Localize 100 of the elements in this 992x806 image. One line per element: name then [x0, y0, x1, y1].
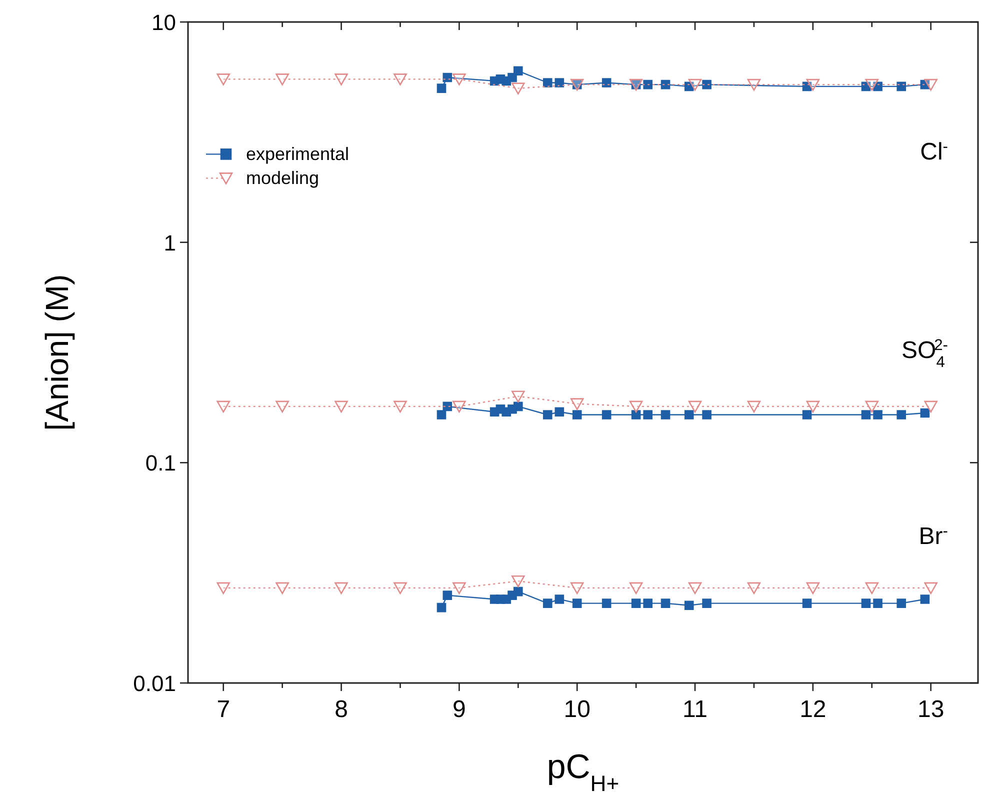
point — [554, 78, 564, 88]
point — [660, 410, 670, 420]
point — [802, 598, 812, 608]
point — [542, 598, 552, 608]
legend-label: experimental — [246, 144, 350, 164]
y-axis-title: [Anion] (M) — [39, 274, 75, 431]
point — [896, 410, 906, 420]
point — [865, 400, 879, 413]
point — [442, 590, 452, 600]
point — [865, 582, 879, 594]
point — [394, 582, 407, 594]
point — [554, 407, 564, 417]
point — [508, 72, 517, 82]
point — [873, 598, 882, 608]
point — [688, 400, 702, 413]
point — [514, 402, 523, 412]
point — [631, 598, 641, 608]
point — [570, 582, 584, 594]
point — [436, 602, 446, 612]
point — [452, 74, 466, 86]
annotation: Cl$^{-}$ — [920, 138, 948, 166]
point — [276, 582, 289, 594]
point — [442, 402, 452, 412]
point — [702, 598, 712, 608]
point — [276, 400, 289, 413]
point — [452, 400, 466, 413]
point — [512, 390, 525, 402]
point — [276, 74, 289, 86]
point — [920, 408, 930, 418]
point — [602, 78, 612, 88]
point — [702, 80, 712, 90]
point — [542, 410, 552, 420]
legend-label: modeling — [246, 168, 320, 188]
point — [514, 586, 523, 596]
x-axis-title: pC$_{H+}$ — [546, 748, 620, 796]
point — [452, 582, 466, 594]
annotation: Br$^{-}$ — [918, 522, 948, 550]
y-tick-label: 1 — [164, 230, 176, 256]
point — [924, 78, 938, 91]
x-tick-label: 12 — [800, 696, 826, 723]
point — [702, 410, 712, 420]
point — [684, 82, 694, 92]
point — [436, 84, 446, 93]
point — [542, 78, 552, 88]
point — [865, 78, 879, 91]
point — [806, 582, 820, 594]
point — [747, 582, 761, 594]
point — [631, 410, 641, 420]
point — [512, 82, 525, 94]
point — [802, 410, 812, 420]
point — [602, 598, 612, 608]
point — [394, 74, 407, 86]
point — [629, 400, 643, 413]
point — [896, 598, 906, 608]
point — [629, 582, 643, 594]
point — [514, 66, 523, 76]
x-tick-label: 13 — [917, 696, 944, 723]
point — [436, 410, 446, 420]
point — [920, 80, 930, 90]
point — [394, 400, 407, 413]
point — [806, 400, 820, 413]
point — [747, 400, 761, 413]
point — [643, 80, 652, 90]
x-tick-label: 10 — [564, 696, 590, 723]
point — [334, 582, 348, 594]
point — [334, 400, 348, 413]
point — [643, 598, 652, 608]
point — [216, 582, 230, 594]
point — [570, 398, 584, 410]
point — [660, 80, 670, 90]
point — [688, 582, 702, 594]
point — [861, 598, 871, 608]
point — [334, 74, 348, 86]
point — [216, 74, 230, 86]
point — [806, 78, 820, 91]
point — [896, 82, 906, 92]
point — [920, 594, 930, 604]
point — [684, 410, 694, 420]
point — [660, 598, 670, 608]
point — [688, 78, 702, 91]
point — [924, 582, 938, 594]
point — [572, 598, 582, 608]
point — [643, 410, 652, 420]
point — [216, 400, 230, 413]
point — [802, 82, 812, 92]
point — [861, 82, 871, 92]
x-tick-label: 7 — [216, 696, 230, 723]
point — [512, 575, 525, 588]
y-tick-label: 0.1 — [145, 450, 176, 476]
point — [602, 410, 612, 420]
x-tick-label: 8 — [334, 696, 348, 723]
y-tick-label: 0.01 — [133, 671, 176, 696]
x-tick-label: 9 — [452, 696, 466, 723]
point — [924, 400, 938, 413]
point — [572, 410, 582, 420]
y-tick-label: 10 — [152, 10, 176, 35]
point — [861, 410, 871, 420]
x-tick-label: 11 — [682, 696, 708, 723]
point — [873, 410, 882, 420]
point — [554, 594, 564, 604]
